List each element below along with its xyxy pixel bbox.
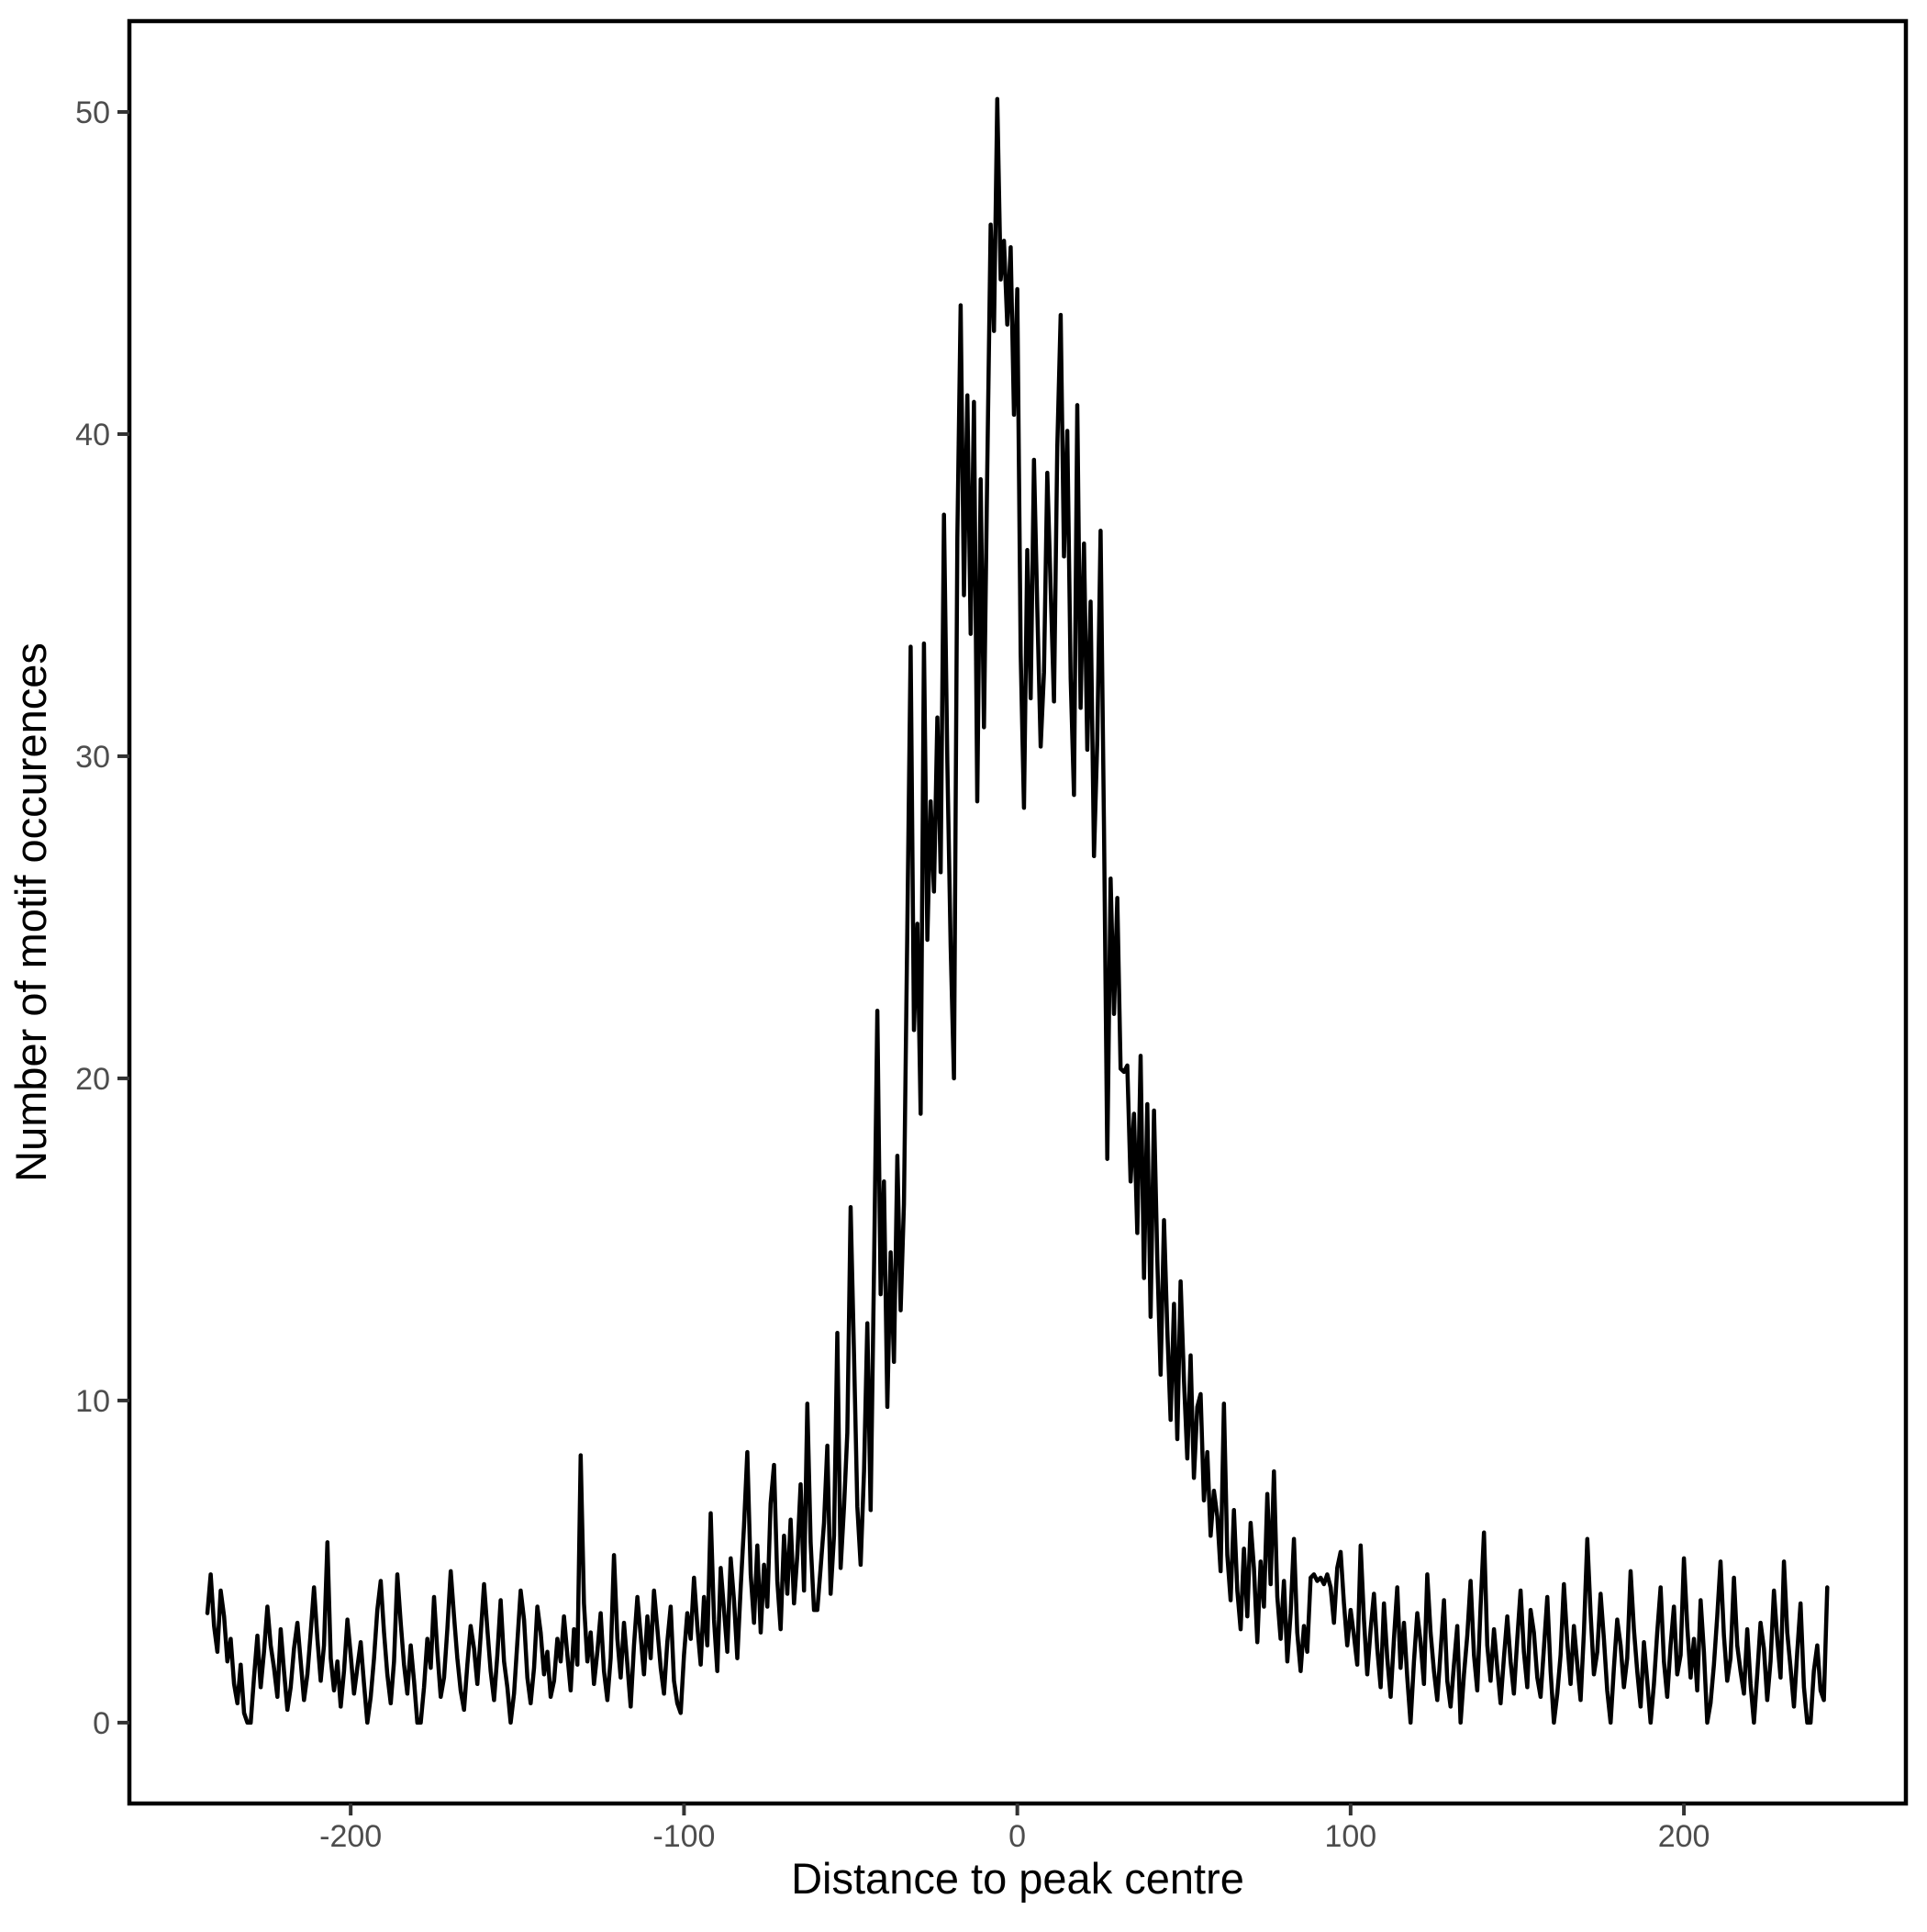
y-axis-ticks: 0 10 20 30 40 50 xyxy=(75,95,129,1741)
x-tick-label: 200 xyxy=(1658,1819,1710,1854)
y-tick-label: 20 xyxy=(75,1062,110,1097)
x-tick-label: 100 xyxy=(1324,1819,1376,1854)
y-axis-title: Number of motif occurences xyxy=(6,642,55,1182)
x-tick-label: -200 xyxy=(319,1819,382,1854)
x-axis-title: Distance to peak centre xyxy=(791,1854,1244,1903)
x-axis-ticks: -200 -100 0 100 200 xyxy=(319,1804,1710,1854)
y-tick-label: 40 xyxy=(75,418,110,452)
x-tick-label: 0 xyxy=(1008,1819,1026,1854)
y-tick-label: 50 xyxy=(75,95,110,130)
data-line xyxy=(205,96,1830,1725)
y-tick-label: 10 xyxy=(75,1384,110,1419)
y-tick-label: 0 xyxy=(93,1706,110,1741)
y-tick-label: 30 xyxy=(75,740,110,775)
x-tick-label: -100 xyxy=(652,1819,715,1854)
